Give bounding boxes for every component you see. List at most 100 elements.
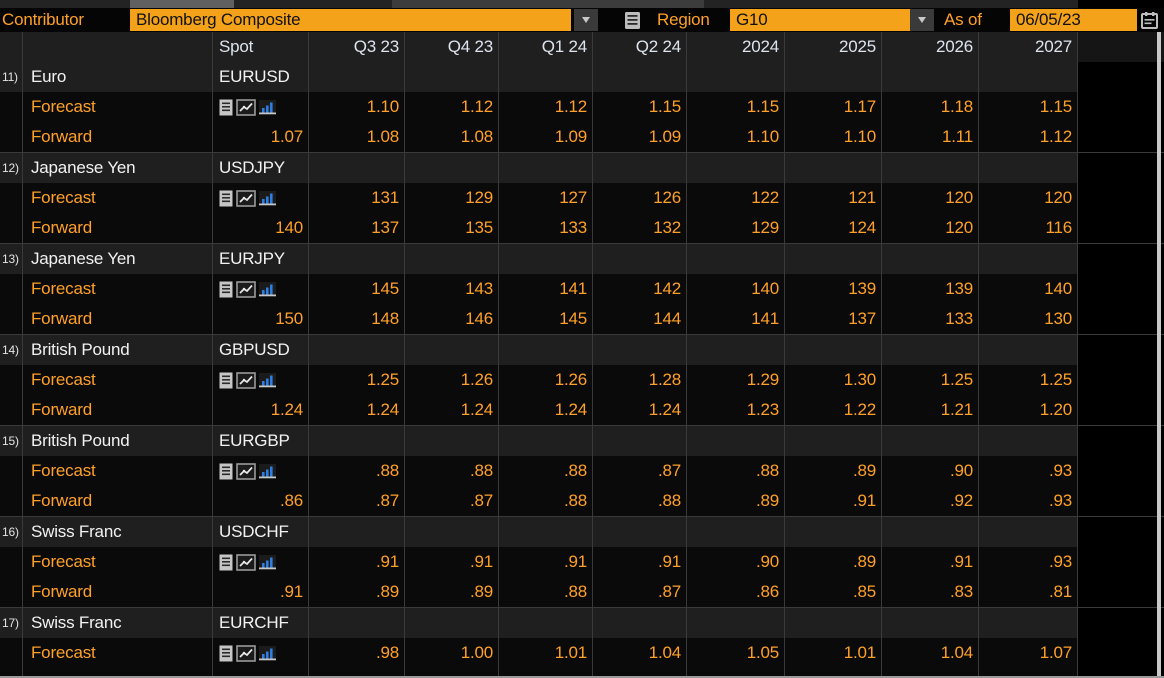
currency-group: 17) Swiss Franc EURCHF Forecast .98 1.00 1.01 1…: [0, 608, 1164, 678]
table-row: Forward 140 137 135 133 132 129 124 120 116: [0, 213, 1078, 243]
line-chart-icon[interactable]: [236, 644, 256, 662]
empty-cell: [308, 335, 404, 365]
calendar-icon[interactable]: [1141, 11, 1159, 35]
region-select[interactable]: G10: [730, 9, 910, 31]
forward-value: .86: [686, 577, 784, 607]
list-icon[interactable]: [624, 11, 643, 35]
empty-cell: [881, 426, 978, 456]
empty-cell: [978, 153, 1078, 183]
spot-value: 1.07: [212, 122, 308, 152]
ticker: EURCHF: [212, 608, 308, 638]
row-number[interactable]: 11): [2, 70, 18, 84]
empty-cell: [592, 335, 686, 365]
forward-value: .83: [881, 577, 978, 607]
forecast-value: 143: [404, 274, 498, 304]
empty-cell: [404, 608, 498, 638]
forecast-value: .91: [881, 547, 978, 577]
note-icon[interactable]: [219, 281, 234, 298]
empty-cell: [498, 244, 592, 274]
empty-cell: [784, 244, 881, 274]
forecast-value: 1.05: [686, 638, 784, 668]
contributor-select[interactable]: Bloomberg Composite: [130, 9, 571, 31]
note-icon[interactable]: [219, 99, 234, 116]
forward-value: 1.24: [498, 395, 592, 425]
spot-value: 140: [212, 213, 308, 243]
contributor-dropdown-button[interactable]: [574, 9, 598, 31]
bar-chart-icon[interactable]: [258, 554, 277, 571]
bar-chart-icon[interactable]: [258, 281, 277, 298]
forward-value: .81: [978, 577, 1078, 607]
spot-value: .86: [212, 486, 308, 516]
spot-value: .97: [212, 668, 308, 678]
forecast-value: .93: [978, 547, 1078, 577]
forward-value: 120: [881, 213, 978, 243]
forward-value: 133: [498, 213, 592, 243]
forecast-value: .91: [308, 547, 404, 577]
line-chart-icon[interactable]: [236, 98, 256, 116]
forward-value: .89: [308, 577, 404, 607]
row-number[interactable]: 17): [2, 616, 19, 630]
ticker: GBPUSD: [212, 335, 308, 365]
forward-value: 135: [404, 213, 498, 243]
forecast-value: 1.25: [308, 365, 404, 395]
empty-cell: [404, 335, 498, 365]
vertical-scrollbar[interactable]: [1157, 32, 1161, 678]
forecast-value: 1.30: [784, 365, 881, 395]
region-dropdown-button[interactable]: [910, 9, 934, 31]
note-icon[interactable]: [219, 645, 234, 662]
ticker: EURJPY: [212, 244, 308, 274]
note-icon[interactable]: [219, 190, 234, 207]
forward-value: 137: [308, 213, 404, 243]
line-chart-icon[interactable]: [236, 553, 256, 571]
forward-value: 146: [404, 304, 498, 334]
currency-group: 14) British Pound GBPUSD Forecast 1.25 1.26 1.…: [0, 335, 1164, 426]
table-row: 16) Swiss Franc USDCHF: [0, 517, 1078, 547]
line-chart-icon[interactable]: [236, 371, 256, 389]
toolbar-edge-segment: [392, 0, 704, 8]
bar-chart-icon[interactable]: [258, 372, 277, 389]
empty-cell: [404, 426, 498, 456]
empty-cell: [686, 62, 784, 92]
note-icon[interactable]: [219, 554, 234, 571]
empty-cell: [308, 517, 404, 547]
row-number[interactable]: 16): [2, 525, 19, 539]
note-icon[interactable]: [219, 463, 234, 480]
forward-value: 132: [592, 213, 686, 243]
empty-cell: [308, 244, 404, 274]
empty-cell: [592, 517, 686, 547]
empty-cell: [686, 426, 784, 456]
row-number[interactable]: 14): [2, 343, 19, 357]
bar-chart-icon[interactable]: [258, 99, 277, 116]
empty-cell: [498, 608, 592, 638]
bottom-edge: [0, 676, 1164, 678]
forecast-table: Spot Q3 23 Q4 23 Q1 24 Q2 24 2024 2025 2…: [0, 32, 1164, 678]
forecast-icons: [212, 638, 308, 668]
forward-value: .92: [881, 486, 978, 516]
table-row: Forward.97.96.96.96.95.94.93.93.91: [0, 668, 1078, 678]
table-row: 15) British Pound EURGBP: [0, 426, 1078, 456]
forecast-label: Forecast: [22, 365, 212, 395]
control-bar: Contributor Bloomberg Composite Region G…: [0, 8, 1164, 32]
line-chart-icon[interactable]: [236, 189, 256, 207]
forward-value: .85: [784, 577, 881, 607]
row-number[interactable]: 12): [2, 161, 19, 175]
row-number[interactable]: 15): [2, 434, 19, 448]
forecast-icons: [212, 274, 308, 304]
empty-cell: [308, 608, 404, 638]
bar-chart-icon[interactable]: [258, 190, 277, 207]
note-icon[interactable]: [219, 372, 234, 389]
empty-cell: [498, 153, 592, 183]
forward-value: .87: [404, 486, 498, 516]
row-number[interactable]: 13): [2, 252, 19, 266]
bar-chart-icon[interactable]: [258, 645, 277, 662]
bar-chart-icon[interactable]: [258, 463, 277, 480]
line-chart-icon[interactable]: [236, 462, 256, 480]
asof-date-field[interactable]: 06/05/23: [1010, 9, 1137, 31]
row-gutter: [0, 577, 22, 607]
line-chart-icon[interactable]: [236, 280, 256, 298]
table-row: Forecast 1.10 1.12 1.12 1.15 1.15 1.17 1.18 1.15: [0, 92, 1078, 122]
header-gutter: [0, 32, 22, 62]
forecast-value: .98: [308, 638, 404, 668]
forward-value: .88: [592, 486, 686, 516]
forecast-value: .88: [498, 456, 592, 486]
